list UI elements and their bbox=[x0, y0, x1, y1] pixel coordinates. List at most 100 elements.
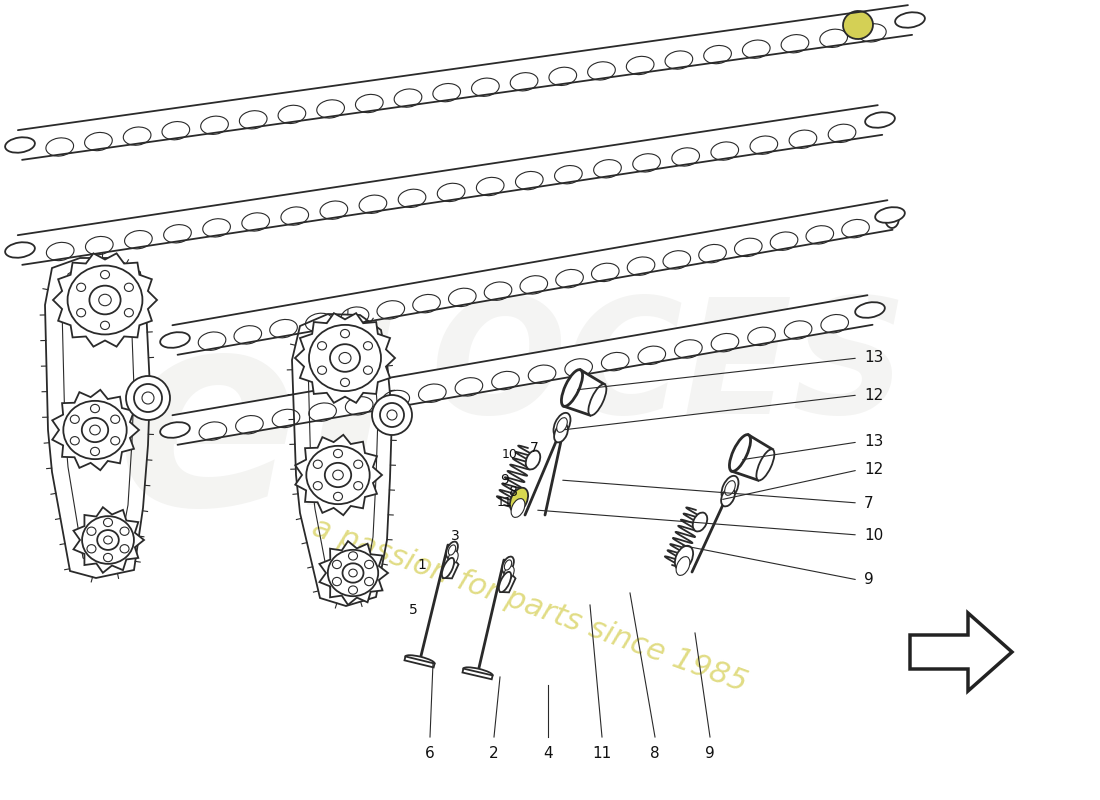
Ellipse shape bbox=[123, 127, 151, 146]
Polygon shape bbox=[18, 5, 912, 160]
Ellipse shape bbox=[472, 78, 499, 96]
Text: 13: 13 bbox=[864, 434, 883, 450]
Ellipse shape bbox=[398, 189, 426, 207]
Ellipse shape bbox=[120, 545, 129, 553]
Ellipse shape bbox=[895, 12, 925, 28]
Ellipse shape bbox=[87, 527, 96, 535]
Text: 2: 2 bbox=[490, 746, 498, 761]
Ellipse shape bbox=[82, 516, 134, 564]
Ellipse shape bbox=[86, 237, 113, 254]
Ellipse shape bbox=[103, 554, 112, 562]
Ellipse shape bbox=[638, 346, 666, 365]
Text: 11: 11 bbox=[593, 746, 612, 761]
Ellipse shape bbox=[6, 138, 35, 153]
Ellipse shape bbox=[781, 34, 808, 53]
Ellipse shape bbox=[89, 286, 121, 314]
Ellipse shape bbox=[806, 226, 834, 244]
Ellipse shape bbox=[355, 94, 383, 113]
Ellipse shape bbox=[199, 422, 227, 440]
Ellipse shape bbox=[748, 327, 775, 346]
Text: a passion for parts since 1985: a passion for parts since 1985 bbox=[308, 513, 751, 698]
Ellipse shape bbox=[504, 566, 514, 580]
Ellipse shape bbox=[438, 183, 465, 202]
Ellipse shape bbox=[516, 171, 543, 190]
Ellipse shape bbox=[821, 314, 848, 333]
Text: 11: 11 bbox=[497, 495, 513, 509]
Ellipse shape bbox=[757, 450, 774, 481]
Ellipse shape bbox=[111, 415, 120, 423]
Ellipse shape bbox=[676, 557, 690, 575]
Ellipse shape bbox=[789, 130, 817, 148]
Polygon shape bbox=[173, 200, 892, 354]
Ellipse shape bbox=[561, 370, 583, 406]
Ellipse shape bbox=[448, 551, 459, 565]
Ellipse shape bbox=[70, 437, 79, 445]
Ellipse shape bbox=[198, 332, 226, 350]
Text: 1: 1 bbox=[418, 558, 427, 572]
Ellipse shape bbox=[449, 288, 476, 306]
Ellipse shape bbox=[103, 536, 112, 544]
Ellipse shape bbox=[124, 230, 152, 249]
Polygon shape bbox=[443, 558, 459, 578]
Ellipse shape bbox=[90, 425, 100, 435]
Ellipse shape bbox=[364, 578, 374, 586]
Polygon shape bbox=[53, 254, 157, 346]
Circle shape bbox=[372, 395, 412, 435]
Polygon shape bbox=[18, 105, 882, 265]
Ellipse shape bbox=[162, 122, 189, 140]
Ellipse shape bbox=[87, 545, 96, 553]
Ellipse shape bbox=[306, 446, 370, 504]
Text: 7: 7 bbox=[864, 495, 873, 510]
Ellipse shape bbox=[886, 208, 899, 228]
Ellipse shape bbox=[704, 46, 732, 64]
Ellipse shape bbox=[455, 378, 483, 396]
Polygon shape bbox=[732, 435, 772, 480]
Ellipse shape bbox=[528, 365, 556, 383]
Ellipse shape bbox=[663, 250, 691, 269]
Ellipse shape bbox=[394, 89, 421, 107]
Ellipse shape bbox=[557, 418, 568, 432]
Polygon shape bbox=[563, 370, 605, 415]
Ellipse shape bbox=[722, 487, 735, 506]
Ellipse shape bbox=[124, 309, 133, 317]
Circle shape bbox=[379, 403, 404, 427]
Ellipse shape bbox=[46, 242, 74, 261]
Ellipse shape bbox=[502, 557, 514, 574]
Text: OCES: OCES bbox=[430, 293, 908, 447]
Ellipse shape bbox=[280, 207, 309, 225]
Ellipse shape bbox=[345, 397, 373, 415]
Ellipse shape bbox=[341, 330, 350, 338]
Ellipse shape bbox=[828, 124, 856, 142]
Ellipse shape bbox=[592, 263, 619, 282]
Ellipse shape bbox=[442, 558, 454, 578]
Ellipse shape bbox=[333, 492, 342, 501]
Text: 6: 6 bbox=[425, 746, 435, 761]
Ellipse shape bbox=[320, 201, 348, 219]
Ellipse shape bbox=[111, 437, 120, 445]
Ellipse shape bbox=[711, 142, 738, 160]
Ellipse shape bbox=[309, 403, 337, 422]
Text: 10: 10 bbox=[502, 449, 518, 462]
Ellipse shape bbox=[161, 332, 190, 348]
Text: el: el bbox=[116, 299, 392, 561]
Text: 10: 10 bbox=[864, 527, 883, 542]
Ellipse shape bbox=[406, 655, 434, 665]
Ellipse shape bbox=[693, 513, 707, 531]
Polygon shape bbox=[295, 435, 382, 515]
Polygon shape bbox=[53, 390, 139, 470]
Text: 12: 12 bbox=[864, 387, 883, 402]
Ellipse shape bbox=[729, 434, 750, 471]
Text: 9: 9 bbox=[864, 573, 873, 587]
Ellipse shape bbox=[242, 213, 270, 231]
Text: 9: 9 bbox=[705, 746, 715, 761]
Ellipse shape bbox=[698, 245, 726, 263]
Ellipse shape bbox=[124, 283, 133, 291]
Ellipse shape bbox=[418, 384, 447, 402]
Ellipse shape bbox=[85, 133, 112, 150]
Circle shape bbox=[134, 384, 162, 412]
Ellipse shape bbox=[97, 530, 119, 550]
Text: 7: 7 bbox=[529, 441, 538, 455]
Circle shape bbox=[126, 376, 170, 420]
Ellipse shape bbox=[349, 569, 358, 577]
Text: 3: 3 bbox=[451, 529, 460, 543]
